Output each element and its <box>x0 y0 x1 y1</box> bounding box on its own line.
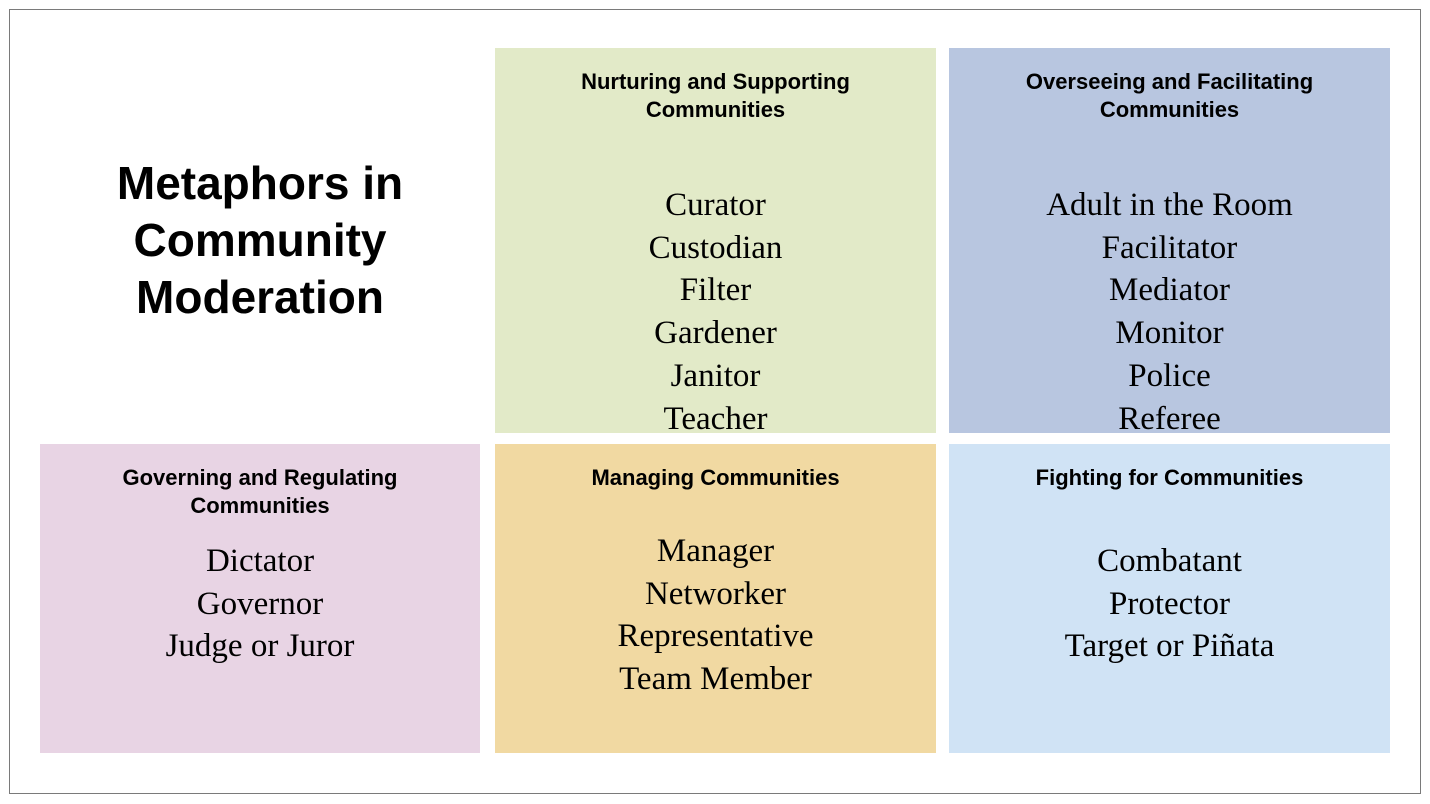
category-header-line: Overseeing and Facilitating <box>1025 69 1314 94</box>
metaphor-item: Referee <box>1118 400 1221 437</box>
category-header: Managing Communities <box>495 464 936 492</box>
metaphor-item: Adult in the Room <box>1046 187 1293 223</box>
category-header-line: Managing Communities <box>591 465 840 490</box>
category-header-line: Communities <box>1099 97 1240 122</box>
category-header: Fighting for Communities <box>949 464 1390 492</box>
metaphor-item: Team Member <box>619 661 812 698</box>
diagram-title: Metaphors in Community Moderation <box>40 48 480 433</box>
metaphor-item: Filter <box>679 272 752 309</box>
category-header-line: Nurturing and Supporting <box>581 69 850 94</box>
metaphor-item: Custodian <box>648 229 783 266</box>
category-header-line: Fighting for Communities <box>1035 465 1304 490</box>
metaphor-item: Judge or Juror <box>165 628 355 665</box>
category-header-line: Communities <box>190 493 330 518</box>
metaphor-item: Police <box>1128 357 1211 394</box>
metaphor-item: Curator <box>665 187 766 223</box>
metaphor-item: Mediator <box>1109 272 1230 309</box>
metaphor-item: Gardener <box>654 315 777 352</box>
category-header: Overseeing and Facilitating Communities <box>949 68 1390 124</box>
category-header: Governing and Regulating Communities <box>40 464 480 520</box>
metaphor-item: Facilitator <box>1101 229 1238 266</box>
metaphor-item: Networker <box>644 575 787 612</box>
metaphor-item: Janitor <box>670 357 761 394</box>
title-line: Metaphors in <box>116 157 404 209</box>
category-box-overseeing: Overseeing and Facilitating Communities … <box>949 48 1390 437</box>
category-box-governing: Governing and Regulating Communities Dic… <box>40 444 480 753</box>
metaphor-item: Manager <box>656 533 775 569</box>
metaphor-item: Protector <box>1109 585 1230 622</box>
category-header: Nurturing and Supporting Communities <box>495 68 936 124</box>
metaphor-list: Manager Networker Representative Team Me… <box>495 530 936 701</box>
metaphor-item: Dictator <box>205 543 315 579</box>
title-line: Moderation <box>136 271 384 323</box>
metaphor-item: Representative <box>617 618 814 655</box>
category-box-nurturing: Nurturing and Supporting Communities Cur… <box>495 48 936 437</box>
metaphor-list: Curator Custodian Filter Gardener Janito… <box>495 184 936 440</box>
metaphor-list: Combatant Protector Target or Piñata <box>949 540 1390 668</box>
metaphor-item: Combatant <box>1097 543 1242 579</box>
metaphor-list: Adult in the Room Facilitator Mediator M… <box>949 184 1390 440</box>
metaphor-item: Monitor <box>1115 315 1224 352</box>
metaphor-item: Teacher <box>663 400 768 437</box>
category-header-line: Communities <box>645 97 786 122</box>
category-header-line: Governing and Regulating <box>122 465 398 490</box>
metaphor-item: Target or Piñata <box>1064 628 1275 665</box>
metaphor-list: Dictator Governor Judge or Juror <box>40 540 480 668</box>
category-box-managing: Managing Communities Manager Networker R… <box>495 444 936 753</box>
metaphor-item: Governor <box>196 585 324 622</box>
category-box-fighting: Fighting for Communities Combatant Prote… <box>949 444 1390 753</box>
title-line: Community <box>133 214 387 266</box>
